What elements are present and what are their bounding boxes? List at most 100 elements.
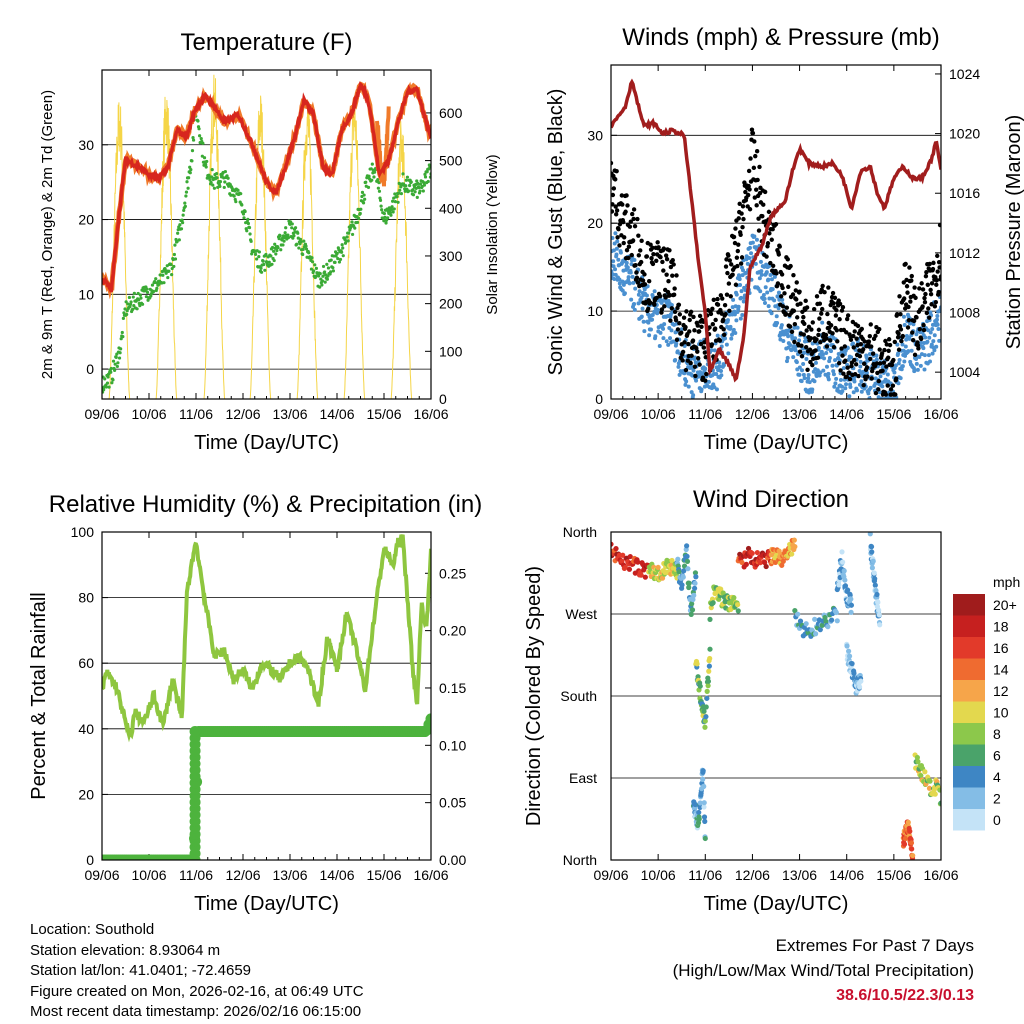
gust-point (921, 327, 927, 333)
dewpoint-point (415, 179, 419, 183)
gust-point (743, 189, 748, 195)
wind-point (906, 349, 911, 354)
dewpoint-point (263, 268, 267, 272)
gust-point (913, 295, 918, 301)
wind-point (849, 355, 854, 360)
direction-point (792, 544, 798, 550)
dewpoint-point (102, 388, 106, 392)
y-tick-label: 0 (595, 391, 603, 407)
dewpoint-point (154, 277, 158, 281)
gust-point (880, 368, 885, 373)
legend-swatch (953, 766, 985, 788)
wind-point (801, 372, 806, 377)
wind-point (739, 295, 744, 300)
direction-point (841, 568, 847, 574)
dewpoint-point (181, 213, 185, 217)
dewpoint-point (278, 234, 282, 238)
gust-point (661, 268, 666, 273)
wind-point (741, 299, 746, 304)
direction-point (635, 559, 641, 565)
x-axis-title: Time (Day/UTC) (704, 893, 849, 915)
dewpoint-point (415, 195, 419, 199)
wind-point (629, 297, 634, 302)
x-tick-label: 10/06 (641, 406, 676, 422)
dewpoint-point (185, 180, 189, 184)
dewpoint-point (191, 135, 195, 140)
gust-point (832, 295, 838, 301)
direction-point (691, 592, 697, 598)
wind-point (714, 371, 719, 376)
dewpoint-point (299, 240, 303, 244)
dewpoint-point (380, 208, 384, 212)
gust-point (923, 291, 928, 297)
gust-point (810, 320, 815, 325)
gust-point (852, 357, 857, 363)
gust-point (631, 216, 636, 222)
dewpoint-point (201, 141, 205, 145)
panel-title: Winds (mph) & Pressure (mb) (622, 24, 939, 51)
dewpoint-point (109, 366, 113, 371)
direction-point (701, 783, 707, 789)
dewpoint-point (340, 250, 344, 254)
gust-point (620, 202, 625, 207)
dewpoint-point (182, 208, 186, 213)
gust-point (622, 235, 627, 240)
dewpoint-point (138, 293, 142, 297)
y-right-tick-label: 600 (439, 105, 463, 121)
gust-point (613, 204, 618, 209)
direction-point (869, 565, 875, 571)
gust-point (839, 346, 844, 351)
plot-frame (101, 531, 432, 861)
gust-point (638, 259, 644, 265)
wind-point (655, 311, 660, 316)
dewpoint-point (379, 204, 383, 208)
gust-point (911, 318, 917, 324)
dewpoint-point (121, 316, 125, 320)
gust-point (876, 378, 881, 384)
wind-point (628, 270, 633, 275)
x-tick-label: 15/06 (366, 867, 401, 883)
wind-point (640, 306, 645, 311)
wind-point (852, 379, 857, 384)
dewpoint-point (297, 246, 301, 250)
gust-point (853, 362, 859, 367)
gust-point (723, 311, 728, 317)
gust-point (886, 355, 891, 360)
dewpoint-point (401, 172, 405, 176)
gust-point (656, 245, 661, 250)
gust-point (882, 347, 887, 353)
wind-point (613, 267, 618, 272)
dewpoint-point (389, 207, 394, 211)
dewpoint-point (423, 172, 427, 176)
legend-label: 10 (993, 705, 1009, 721)
wind-point (793, 336, 798, 341)
dewpoint-point (323, 280, 327, 284)
wind-point (611, 264, 616, 269)
dewpoint-point (184, 194, 188, 198)
wind-point (937, 338, 941, 343)
gust-point (751, 165, 757, 171)
dewpoint-point (132, 304, 136, 308)
dewpoint-point (166, 275, 170, 280)
dewpoint-point (246, 221, 251, 226)
gust-point (739, 255, 745, 260)
dewpoint-point (176, 231, 180, 235)
dewpoint-point (246, 217, 250, 221)
gust-point (717, 338, 723, 343)
gust-point (936, 260, 941, 265)
wind-point (851, 341, 855, 346)
dewpoint-point (307, 251, 311, 255)
dewpoint-point (247, 226, 252, 230)
gust-point (868, 356, 873, 362)
dewpoint-point (326, 266, 331, 270)
x-tick-label: 13/06 (782, 406, 817, 422)
gust-point (721, 327, 726, 332)
direction-point (797, 618, 804, 624)
dewpoint-point (397, 191, 401, 195)
gust-point (904, 284, 910, 289)
dewpoint-point (257, 255, 261, 259)
direction-point (692, 570, 699, 576)
dewpoint-point (218, 180, 223, 184)
dewpoint-point (128, 302, 133, 306)
dewpoint-point (389, 213, 393, 217)
